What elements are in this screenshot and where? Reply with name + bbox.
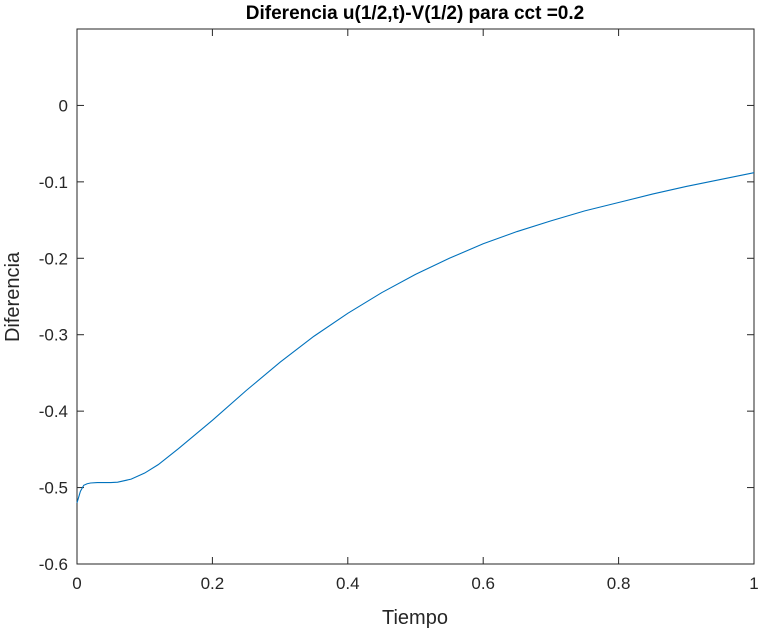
y-tick-label: -0.3 <box>39 326 68 345</box>
y-tick-label: 0 <box>59 96 68 115</box>
series-line <box>76 172 755 504</box>
x-tick-label: 0 <box>72 574 81 593</box>
y-tick-label: -0.2 <box>39 249 68 268</box>
chart-title: Diferencia u(1/2,t)-V(1/2) para cct =0.2 <box>246 3 584 24</box>
x-axis-label: Tiempo <box>382 607 448 629</box>
y-tick-label: -0.4 <box>39 402 68 421</box>
x-tick-label: 0.6 <box>471 574 495 593</box>
x-tick-label: 1 <box>749 574 758 593</box>
y-tick-label: -0.1 <box>39 173 68 192</box>
x-tick-label: 0.2 <box>201 574 225 593</box>
y-tick-label: -0.5 <box>39 479 68 498</box>
y-tick-label: -0.6 <box>39 555 68 574</box>
axis-ticks: 0 0.2 0.4 0.6 0.8 1 -0.6 -0.5 -0.4 -0.3 -0.2 -0.1 0 <box>39 29 759 593</box>
plot-area <box>76 28 755 565</box>
x-tick-label: 0.4 <box>336 574 360 593</box>
y-axis-label: Diferencia <box>2 251 24 342</box>
x-tick-label: 0.8 <box>607 574 631 593</box>
